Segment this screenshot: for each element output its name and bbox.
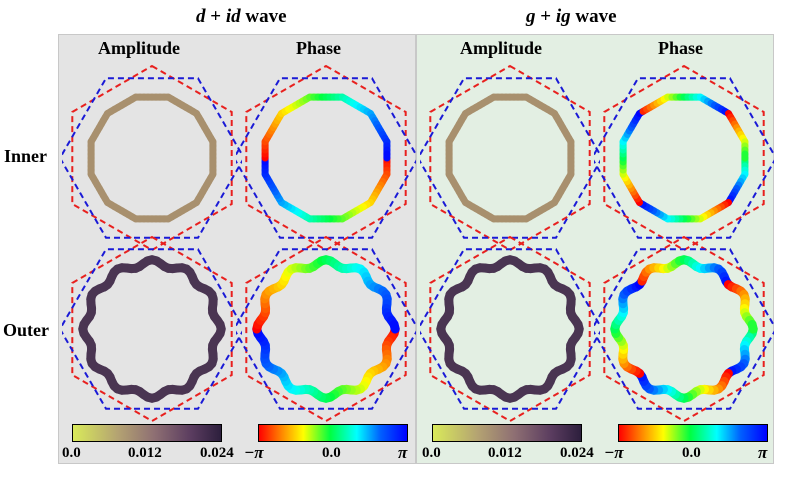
title-g-plus: +	[535, 6, 556, 27]
ring-plot-d-inner-amplitude	[62, 64, 242, 252]
blue-dashed-hexagon	[62, 77, 242, 239]
ring-segment	[747, 320, 758, 334]
phase-tick-mid-g: 0.0	[682, 445, 701, 461]
red-dashed-hexagon	[71, 64, 233, 252]
colorbar-phase-g	[618, 424, 768, 442]
ring-cell-d-outer-amplitude	[62, 227, 242, 432]
ring-plot-g-outer-amplitude	[420, 235, 600, 423]
row-header-inner: Inner	[4, 146, 48, 166]
ring-plot-g-inner-amplitude	[420, 64, 600, 252]
colorbar-amplitude-g	[432, 424, 582, 442]
phase-tick-min-d: −π	[244, 443, 264, 462]
ring-cell-d-inner-amplitude	[62, 56, 242, 261]
amp-tick-mid-g: 0.012	[488, 445, 522, 461]
red-dashed-hexagon	[245, 235, 407, 423]
red-dashed-hexagon	[429, 64, 591, 252]
ring-segment	[573, 320, 584, 334]
blue-dashed-hexagon	[62, 248, 242, 410]
title-d-isymbol: id	[225, 6, 241, 27]
title-g-symbol: g	[526, 6, 536, 27]
title-d-symbol: d	[196, 6, 206, 27]
ring-plot-d-outer-amplitude	[62, 235, 242, 423]
red-dashed-hexagon	[429, 235, 591, 423]
row-header-outer: Outer	[3, 320, 49, 340]
ring-cell-d-outer-phase	[236, 227, 416, 432]
title-d-wave: d + id wave	[196, 6, 287, 28]
ring-plot-d-inner-phase	[236, 64, 416, 252]
ring-cell-g-outer-amplitude	[420, 227, 600, 432]
title-g-suffix: wave	[570, 6, 617, 27]
column-header-phase-d: Phase	[296, 38, 341, 58]
amp-tick-min-g: 0.0	[422, 445, 441, 461]
blue-dashed-hexagon	[420, 248, 600, 410]
red-dashed-hexagon	[71, 235, 233, 423]
column-header-amplitude-d: Amplitude	[98, 38, 181, 58]
amp-tick-max-d: 0.024	[200, 445, 234, 461]
amp-tick-mid-d: 0.012	[128, 445, 162, 461]
ring-cell-g-inner-phase	[594, 56, 774, 261]
red-dashed-hexagon	[603, 235, 765, 423]
phase-tick-max-g: π	[758, 443, 768, 462]
phase-tick-mid-d: 0.0	[322, 445, 341, 461]
blue-dashed-hexagon	[236, 77, 416, 239]
ring-plot-g-inner-phase	[594, 64, 774, 252]
blue-dashed-hexagon	[236, 248, 416, 410]
blue-dashed-hexagon	[594, 77, 774, 239]
ring-segment	[215, 320, 226, 334]
blue-dashed-hexagon	[420, 77, 600, 239]
phase-tick-max-d: π	[398, 443, 408, 462]
colorbar-amplitude-d	[72, 424, 222, 442]
blue-dashed-hexagon	[594, 248, 774, 410]
column-header-amplitude-g: Amplitude	[460, 38, 543, 58]
colorbar-phase-d	[258, 424, 408, 442]
ring-segment	[389, 320, 400, 334]
amp-tick-max-g: 0.024	[560, 445, 594, 461]
title-d-plus: +	[205, 6, 226, 27]
ring-cell-d-inner-phase	[236, 56, 416, 261]
ring-cell-g-inner-amplitude	[420, 56, 600, 261]
ring-plot-d-outer-phase	[236, 235, 416, 423]
phase-tick-min-g: −π	[604, 443, 624, 462]
ring-cell-g-outer-phase	[594, 227, 774, 432]
title-g-isymbol: ig	[555, 6, 571, 27]
amp-tick-min-d: 0.0	[62, 445, 81, 461]
ring-plot-g-outer-phase	[594, 235, 774, 423]
red-dashed-hexagon	[245, 64, 407, 252]
column-header-phase-g: Phase	[658, 38, 703, 58]
title-d-suffix: wave	[240, 6, 287, 27]
title-g-wave: g + ig wave	[526, 6, 617, 28]
red-dashed-hexagon	[603, 64, 765, 252]
